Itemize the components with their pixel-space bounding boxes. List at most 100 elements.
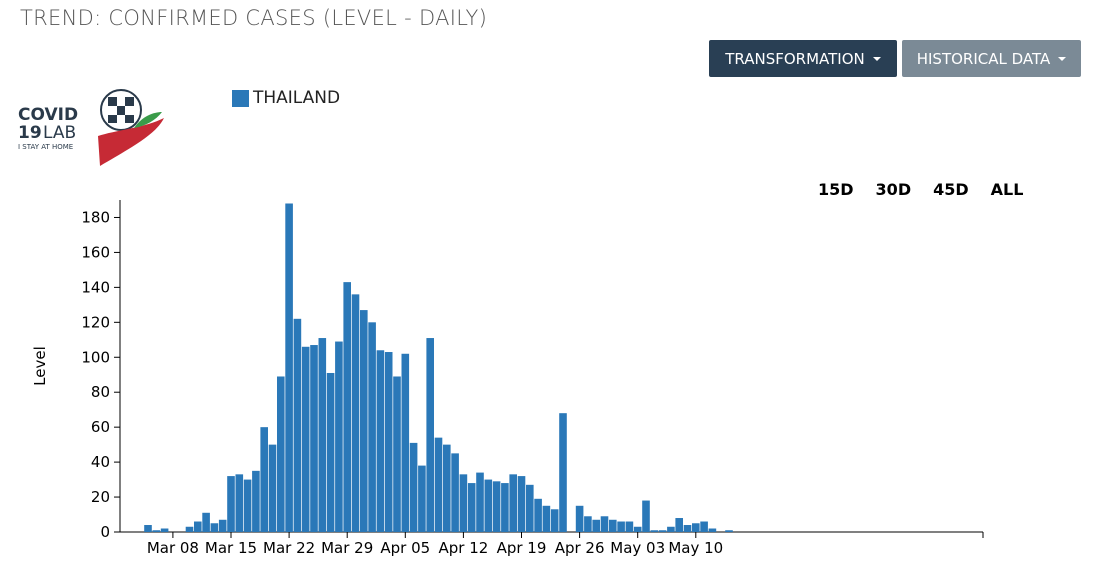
- bar: [467, 483, 476, 532]
- caret-down-icon: [872, 56, 881, 61]
- y-tick-label: 120: [81, 313, 110, 331]
- legend-label-thailand: THAILAND: [253, 88, 341, 108]
- bar: [451, 453, 459, 532]
- bar: [675, 518, 683, 532]
- bar: [584, 516, 592, 532]
- bar: [218, 519, 227, 532]
- bar: [368, 322, 376, 532]
- transformation-dropdown-button[interactable]: TRANSFORMATION: [709, 40, 897, 77]
- y-tick-label: 180: [81, 208, 110, 226]
- y-tick-label: 140: [81, 278, 110, 296]
- bar: [277, 376, 285, 532]
- y-axis-label: Level: [31, 346, 49, 386]
- bar: [252, 470, 260, 532]
- bar: [293, 318, 302, 532]
- historical-data-dropdown-button[interactable]: HISTORICAL DATA: [902, 40, 1081, 77]
- svg-text:LAB: LAB: [43, 123, 76, 143]
- historical-data-label: HISTORICAL DATA: [916, 49, 1051, 68]
- bar: [160, 528, 169, 532]
- bar: [227, 476, 235, 532]
- caret-down-icon: [1058, 56, 1067, 61]
- bar: [501, 483, 509, 532]
- bar: [509, 474, 517, 532]
- bar: [617, 521, 625, 532]
- x-tick-label: Apr 05: [380, 539, 430, 557]
- bar: [301, 346, 310, 532]
- x-tick-label: Mar 29: [321, 539, 373, 557]
- bar: [185, 526, 194, 532]
- bar: [335, 341, 343, 532]
- bar: [459, 474, 468, 532]
- bar: [360, 310, 368, 532]
- bar: [550, 509, 559, 532]
- bar: [235, 474, 244, 532]
- x-tick-label: May 03: [610, 539, 665, 557]
- bar: [542, 505, 551, 532]
- x-tick-label: Apr 19: [497, 539, 547, 557]
- y-tick-label: 80: [91, 383, 110, 401]
- y-tick-label: 60: [91, 418, 110, 436]
- bar: [725, 530, 733, 532]
- range-15d-button[interactable]: 15D: [818, 180, 854, 199]
- bar: [268, 444, 277, 532]
- bar: [700, 521, 708, 532]
- range-45d-button[interactable]: 45D: [933, 180, 969, 199]
- bar: [243, 479, 252, 532]
- bar: [667, 526, 675, 532]
- leaf-icon: [134, 112, 162, 128]
- bar: [351, 294, 360, 532]
- bar: [600, 516, 609, 532]
- bar: [393, 376, 401, 532]
- y-tick-label: 100: [81, 348, 110, 366]
- bar: [310, 345, 318, 532]
- bar: [285, 203, 293, 532]
- bar: [260, 427, 268, 532]
- x-tick-label: Mar 15: [205, 539, 257, 557]
- y-tick-label: 160: [81, 243, 110, 261]
- x-tick-label: Apr 26: [555, 539, 605, 557]
- range-30d-button[interactable]: 30D: [875, 180, 912, 199]
- bar: [683, 525, 692, 532]
- range-all-button[interactable]: ALL: [990, 180, 1024, 199]
- bar: [326, 372, 335, 532]
- bar: [476, 472, 484, 532]
- y-tick-label: 40: [91, 453, 110, 471]
- bar: [559, 413, 567, 532]
- bar: [434, 437, 443, 532]
- bar: [318, 338, 327, 532]
- globe-icon: [100, 89, 142, 131]
- covid19-lab-logo: COVID 19 LAB I STAY AT HOME: [18, 89, 164, 166]
- transformation-label: TRANSFORMATION: [725, 49, 865, 68]
- x-tick-label: May 10: [668, 539, 723, 557]
- bar: [210, 523, 219, 532]
- bar: [575, 505, 584, 532]
- y-tick-label: 20: [91, 488, 110, 506]
- bar: [708, 528, 717, 532]
- bar: [692, 523, 700, 532]
- bar: [625, 521, 634, 532]
- bar: [650, 530, 659, 532]
- bar: [609, 519, 617, 532]
- chart-legend: THAILAND: [232, 88, 340, 108]
- y-tick-label: 0: [100, 523, 110, 541]
- page-title: TREND: CONFIRMED CASES (LEVEL - DAILY): [20, 6, 488, 30]
- range-selector: 15D 30D 45D ALL: [818, 180, 1023, 199]
- bar: [633, 526, 642, 532]
- bar: [534, 498, 542, 532]
- bar: [484, 479, 493, 532]
- legend-swatch: [232, 89, 249, 107]
- bar: [592, 519, 600, 532]
- x-tick-label: Mar 08: [147, 539, 199, 557]
- bar: [517, 476, 526, 532]
- bar: [202, 512, 210, 532]
- svg-text:I STAY AT HOME: I STAY AT HOME: [18, 143, 73, 151]
- bar: [642, 500, 650, 532]
- bar: [152, 530, 161, 532]
- bar: [492, 481, 501, 532]
- hand-icon: [98, 118, 164, 166]
- bar: [343, 282, 351, 532]
- bar: [426, 338, 434, 532]
- svg-text:19: 19: [18, 123, 42, 143]
- bar: [409, 442, 418, 532]
